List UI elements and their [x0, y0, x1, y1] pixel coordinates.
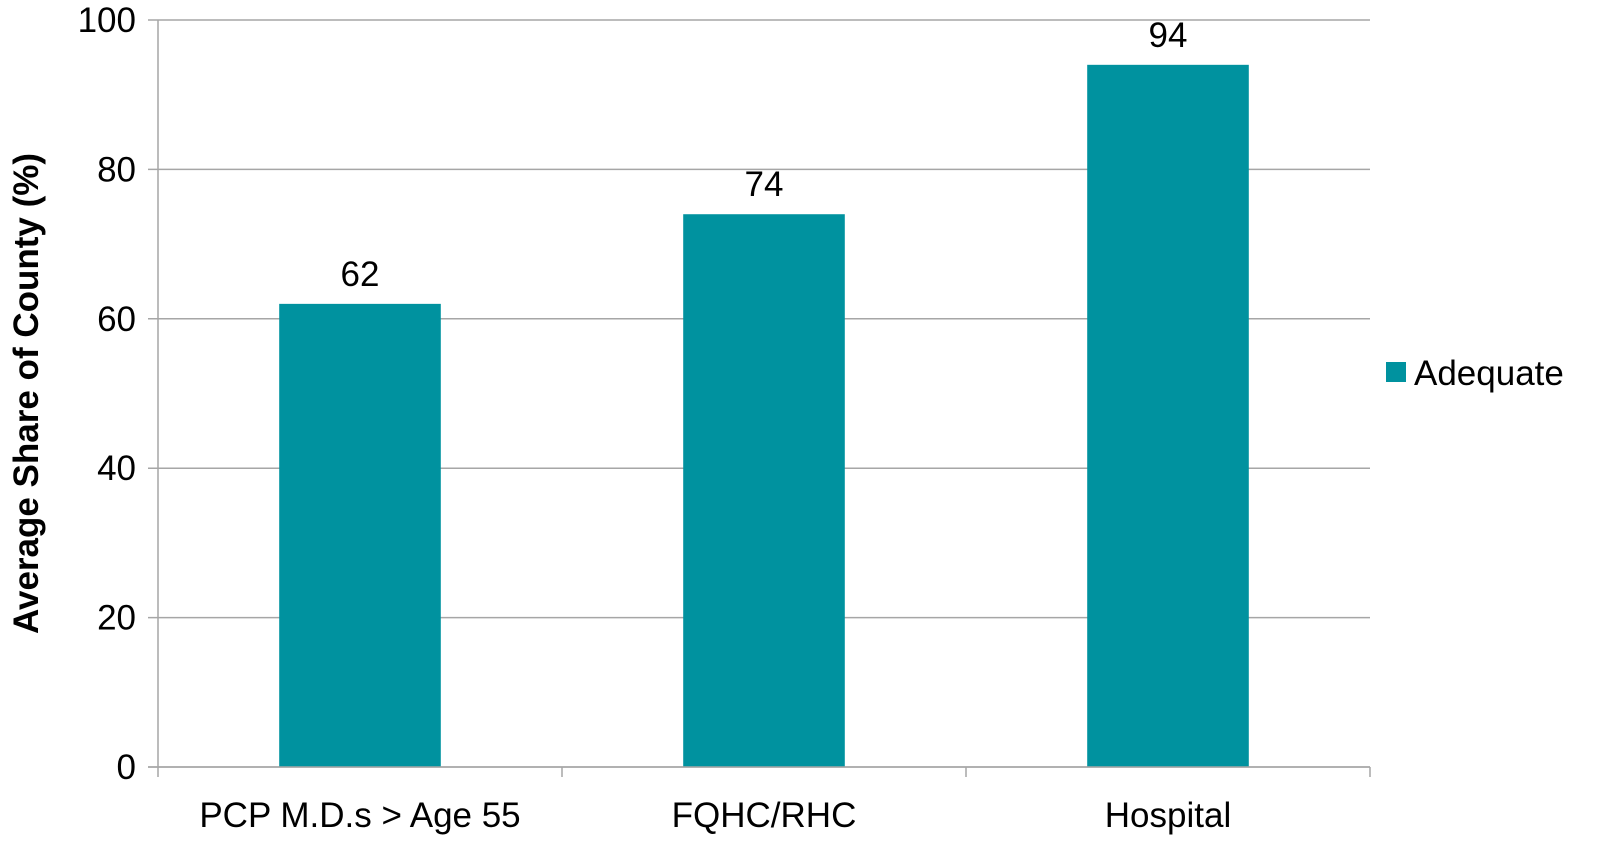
- x-tick-label: PCP M.D.s > Age 55: [199, 796, 520, 835]
- x-tick-label: FQHC/RHC: [672, 796, 857, 835]
- y-tick-labels: 0 20 40 60 80 100: [78, 1, 136, 787]
- data-label: 62: [341, 255, 380, 294]
- y-tick-label: 0: [117, 748, 136, 787]
- data-label: 74: [745, 165, 784, 204]
- bar: [279, 303, 441, 767]
- y-tick-label: 60: [97, 300, 136, 339]
- x-tick-label: Hospital: [1105, 796, 1231, 835]
- x-tick-labels: PCP M.D.s > Age 55 FQHC/RHC Hospital: [199, 796, 1231, 835]
- y-axis-title: Average Share of County (%): [7, 153, 46, 634]
- data-labels: 62 74 94: [341, 16, 1188, 294]
- axes: [148, 20, 1370, 768]
- y-tick-label: 80: [97, 150, 136, 189]
- legend-swatch-adequate: [1386, 362, 1406, 382]
- legend-label-adequate: Adequate: [1414, 354, 1564, 393]
- data-label: 94: [1149, 16, 1188, 55]
- bar: [683, 214, 845, 768]
- y-tick-label: 100: [78, 1, 136, 40]
- legend: Adequate: [1386, 354, 1564, 393]
- y-tick-label: 40: [97, 449, 136, 488]
- bars: [279, 64, 1249, 768]
- y-tick-label: 20: [97, 599, 136, 638]
- bar: [1087, 64, 1249, 767]
